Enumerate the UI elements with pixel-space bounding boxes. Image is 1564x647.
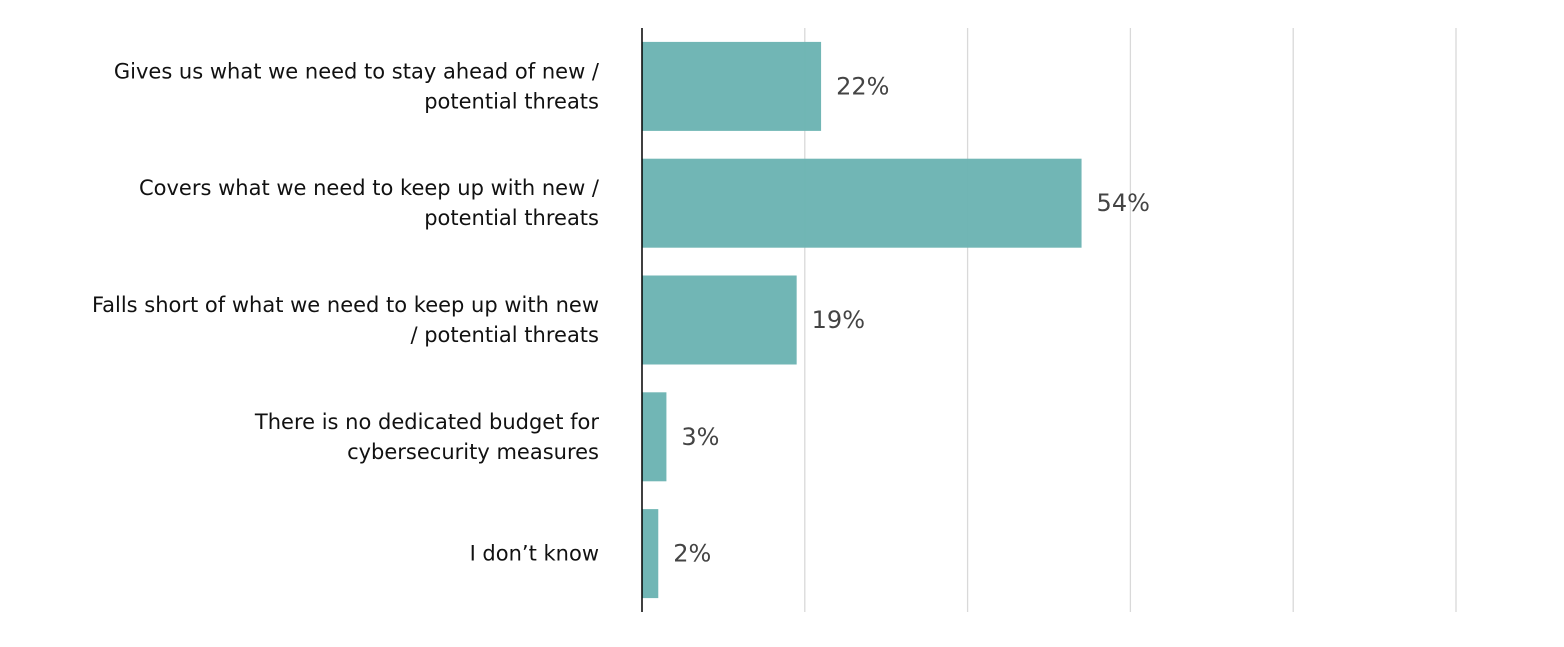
bar	[642, 392, 667, 482]
category-labels: Gives us what we need to stay ahead of n…	[92, 59, 600, 565]
bars	[642, 41, 1082, 599]
category-label: There is no dedicated budget for cybersec…	[254, 410, 599, 464]
data-label: 54%	[1097, 189, 1150, 217]
category-label: Gives us what we need to stay ahead of n…	[114, 59, 600, 113]
data-label: 19%	[812, 306, 865, 334]
bar	[642, 275, 797, 365]
bar	[642, 509, 659, 599]
category-label: Falls short of what we need to keep up w…	[92, 293, 599, 347]
value-labels: 22% 54% 19% 3% 2%	[673, 72, 1150, 567]
bar	[642, 41, 822, 131]
bar	[642, 158, 1082, 248]
category-label: Covers what we need to keep up with new …	[139, 176, 600, 230]
category-label: I don’t know	[470, 542, 599, 566]
gridlines	[804, 28, 1457, 612]
data-label: 3%	[681, 423, 719, 451]
data-label: 2%	[673, 540, 711, 568]
data-label: 22%	[836, 72, 889, 100]
